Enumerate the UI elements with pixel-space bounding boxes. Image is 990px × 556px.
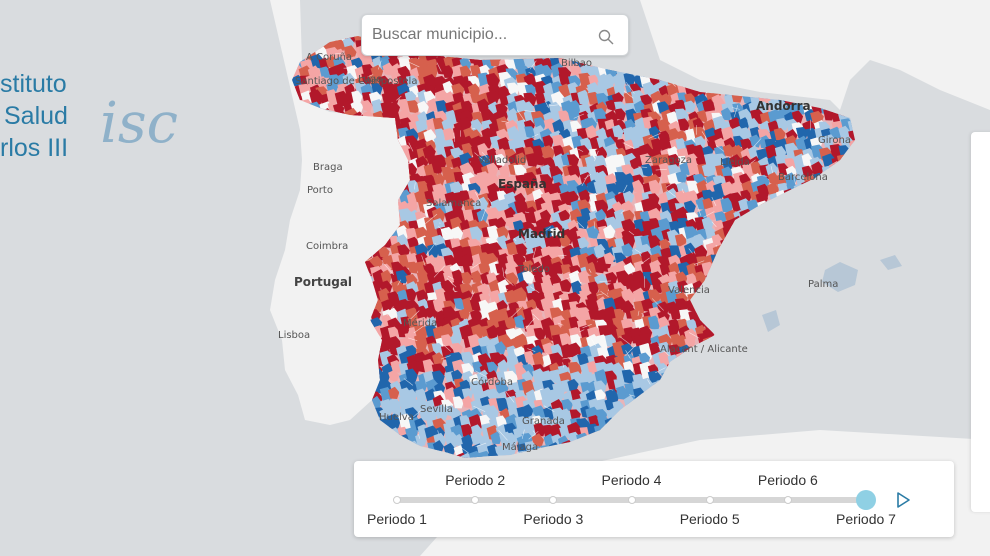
label-barcelona: Barcelona — [778, 172, 828, 183]
label-madrid: Madrid — [518, 227, 565, 241]
label-toledo: Toledo — [517, 264, 550, 275]
label-huelva: Huelva — [379, 412, 414, 423]
label-malaga: Málaga — [502, 441, 538, 453]
timeline-label-6[interactable]: Periodo 6 — [757, 472, 818, 488]
label-lisboa: Lisboa — [278, 330, 310, 341]
timeline-dot-6[interactable] — [783, 496, 792, 504]
label-lugo: Lugo — [358, 74, 382, 85]
label-porto: Porto — [307, 185, 333, 196]
label-valencia: Valencia — [668, 285, 710, 296]
isciii-logo: stituto Salud rlos III isc — [0, 70, 210, 170]
label-andorra: Andorra — [756, 99, 811, 113]
label-sevilla: Sevilla — [420, 404, 453, 415]
search-icon[interactable] — [598, 29, 614, 45]
label-santiago: Santiago de Compostela — [295, 76, 417, 87]
label-bilbao: Bilbao — [561, 58, 592, 69]
logo-line-3: rlos III — [0, 134, 69, 162]
label-merida: Mérida — [403, 317, 437, 329]
timeline-dot-2[interactable] — [471, 496, 480, 504]
label-lleida: Lleida — [720, 157, 750, 168]
label-salamanca: Salamanca — [426, 198, 481, 209]
label-granada: Granada — [522, 416, 565, 427]
label-a-coruna: A Coruña — [306, 52, 352, 63]
label-valladolid: Valladolid — [478, 155, 526, 166]
play-icon[interactable] — [894, 491, 912, 509]
timeline-label-4[interactable]: Periodo 4 — [601, 472, 662, 488]
timeline-dot-3[interactable] — [549, 496, 558, 504]
logo-mark-text: isc — [100, 91, 178, 156]
timeline-dot-5[interactable] — [705, 496, 714, 504]
isc-logo-mark: isc — [100, 91, 178, 156]
label-alicante: Alacant / Alicante — [660, 344, 748, 355]
timeline-label-2[interactable]: Periodo 2 — [445, 472, 506, 488]
timeline-label-1[interactable]: Periodo 1 — [367, 511, 427, 527]
side-panel — [971, 132, 990, 512]
timeline-thumb[interactable] — [856, 490, 876, 510]
label-portugal: Portugal — [294, 275, 352, 289]
label-braga: Braga — [313, 162, 343, 173]
label-palma: Palma — [808, 279, 838, 290]
label-zaragoza: Zaragoza — [645, 155, 692, 166]
timeline-label-7[interactable]: Periodo 7 — [836, 511, 896, 527]
logo-line-1: stituto — [0, 70, 67, 98]
label-girona: Girona — [818, 135, 851, 146]
timeline-dot-1[interactable] — [393, 496, 401, 504]
logo-line-2: Salud — [4, 102, 68, 130]
label-espana: España — [498, 177, 547, 191]
search-box[interactable] — [361, 14, 629, 56]
period-timeline[interactable]: Periodo 1 Periodo 2 Periodo 3 Periodo 4 Peri… — [354, 461, 954, 537]
timeline-label-5[interactable]: Periodo 5 — [679, 511, 740, 527]
search-input[interactable] — [362, 15, 602, 55]
label-cordoba: Córdoba — [471, 376, 513, 388]
timeline-label-3[interactable]: Periodo 3 — [523, 511, 584, 527]
timeline-dot-4[interactable] — [627, 496, 636, 504]
label-coimbra: Coimbra — [306, 241, 348, 252]
